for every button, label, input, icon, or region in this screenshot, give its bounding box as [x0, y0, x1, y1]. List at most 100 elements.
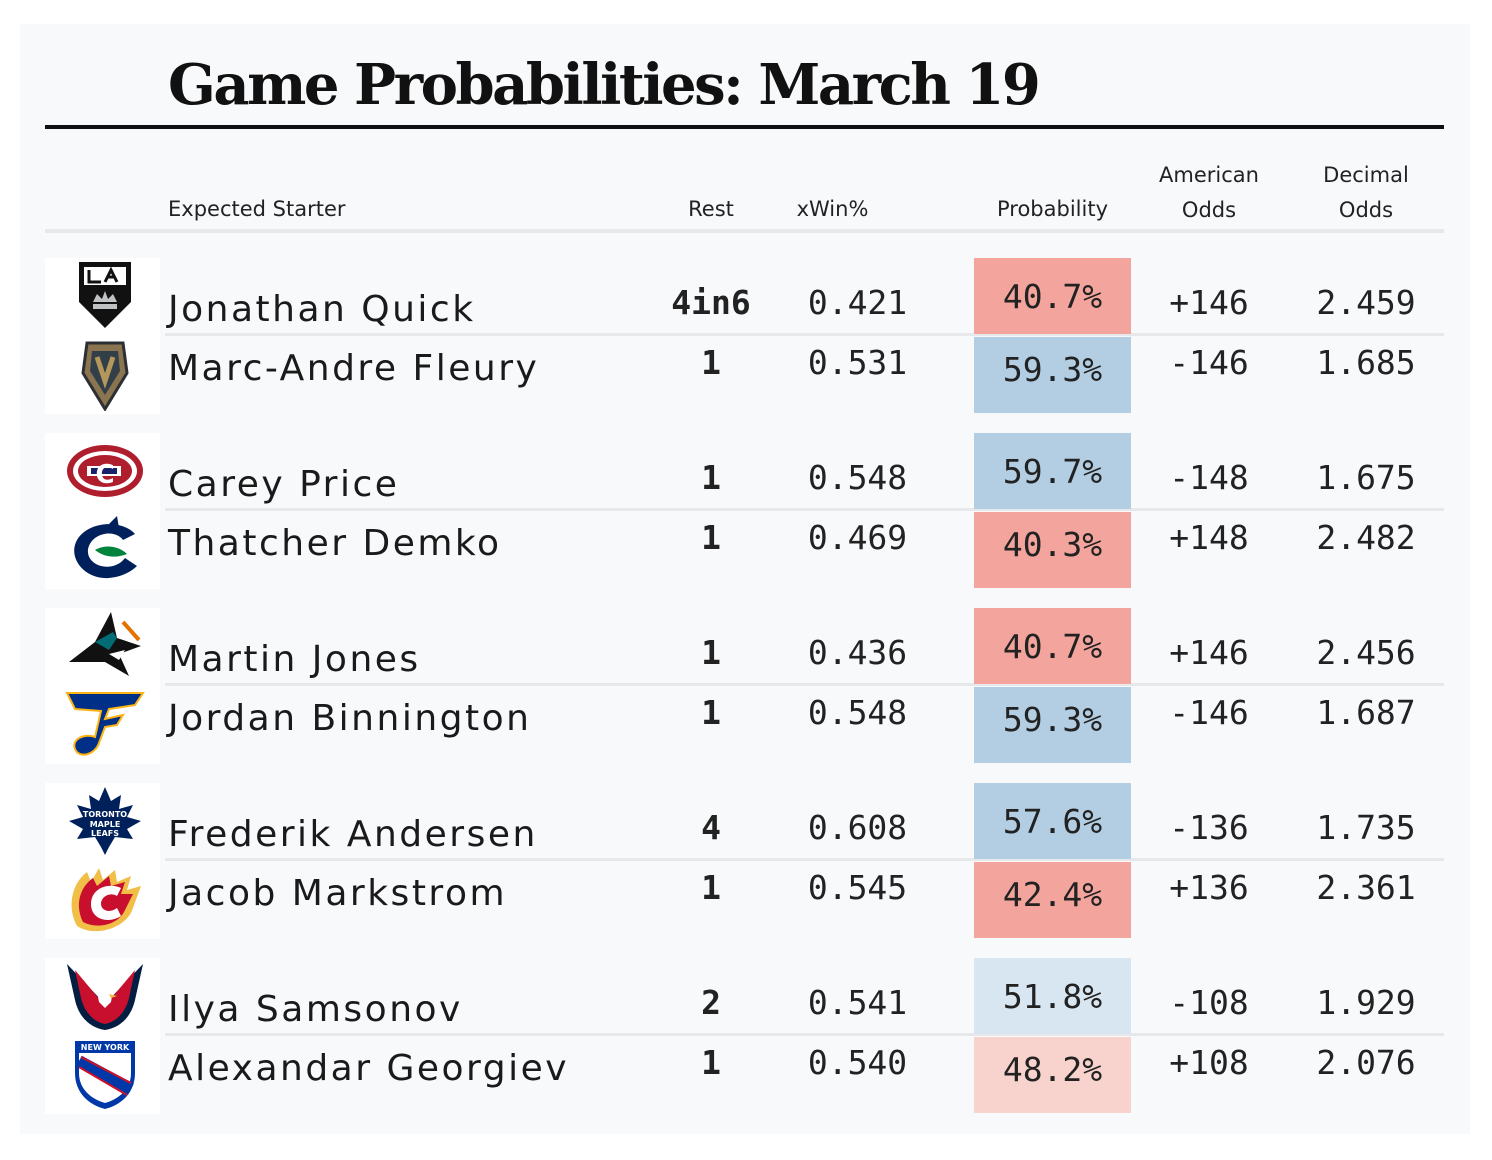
rest-value: 4in6	[671, 283, 751, 322]
rest-value: 1	[701, 518, 721, 557]
american-odds-value: -136	[1169, 808, 1249, 847]
row-divider	[165, 333, 1444, 336]
probability-label: 42.4%	[1002, 875, 1103, 914]
vegas-golden-knights-logo-icon	[65, 339, 145, 411]
probability-cell	[974, 337, 1131, 413]
la-kings-logo-icon	[65, 260, 145, 332]
new-york-rangers-logo-icon: NEW YORK	[65, 1039, 145, 1111]
starter-name: Martin Jones	[168, 639, 421, 680]
starter-name: Ilya Samsonov	[168, 989, 463, 1030]
svg-text:NEW YORK: NEW YORK	[81, 1043, 130, 1052]
xwin-value: 0.548	[807, 693, 908, 732]
american-odds-value: +108	[1169, 1043, 1249, 1082]
xwin-value: 0.548	[807, 458, 908, 497]
header-decimal-line2: Odds	[1338, 198, 1394, 222]
rest-value: 1	[701, 1043, 721, 1082]
xwin-value: 0.436	[807, 633, 908, 672]
probability-cell	[974, 258, 1131, 334]
probability-label: 48.2%	[1002, 1050, 1103, 1089]
header-american-line1: American	[1159, 163, 1259, 187]
title-rule	[45, 125, 1444, 129]
san-jose-sharks-logo-icon	[65, 610, 145, 682]
probability-cell	[974, 512, 1131, 588]
american-odds-value: -146	[1169, 693, 1249, 732]
row-divider	[165, 683, 1444, 686]
decimal-odds-value: 2.456	[1316, 633, 1416, 672]
rest-value: 2	[701, 983, 721, 1022]
header-rest: Rest	[688, 197, 734, 221]
american-odds-value: -148	[1169, 458, 1249, 497]
american-odds-value: +136	[1169, 868, 1249, 907]
washington-capitals-logo-icon	[65, 960, 145, 1032]
header-decimal-line1: Decimal	[1323, 163, 1409, 187]
rest-value: 1	[701, 458, 721, 497]
decimal-odds-value: 2.482	[1316, 518, 1416, 557]
rest-value: 4	[701, 808, 721, 847]
header-expected-starter: Expected Starter	[168, 197, 346, 221]
probability-cell	[974, 687, 1131, 763]
row-divider	[165, 1033, 1444, 1036]
probability-cell	[974, 1037, 1131, 1113]
probability-label: 51.8%	[1002, 977, 1103, 1016]
chart-title: Game Probabilities: March 19	[168, 52, 1041, 118]
probability-label: 40.7%	[1002, 277, 1103, 316]
st-louis-blues-logo-icon	[65, 689, 145, 761]
header-american-odds: American Odds	[1145, 158, 1273, 228]
probability-label: 40.3%	[1002, 525, 1103, 564]
probability-cell	[974, 783, 1131, 859]
decimal-odds-value: 2.076	[1316, 1043, 1416, 1082]
american-odds-value: +146	[1169, 633, 1249, 672]
svg-text:MAPLE: MAPLE	[90, 820, 121, 829]
decimal-odds-value: 2.361	[1316, 868, 1416, 907]
row-divider	[165, 508, 1444, 511]
starter-name: Alexandar Georgiev	[168, 1048, 570, 1089]
toronto-maple-leafs-logo-icon: TORONTO MAPLE LEAFS	[65, 785, 145, 857]
xwin-value: 0.540	[807, 1043, 908, 1082]
probability-label: 59.3%	[1002, 350, 1103, 389]
probability-cell	[974, 608, 1131, 684]
probability-cell	[974, 433, 1131, 509]
starter-name: Jordan Binnington	[168, 698, 532, 739]
decimal-odds-value: 1.929	[1316, 983, 1416, 1022]
rest-value: 1	[701, 633, 721, 672]
starter-name: Carey Price	[168, 464, 400, 505]
american-odds-value: -146	[1169, 343, 1249, 382]
vancouver-canucks-logo-icon	[65, 514, 145, 586]
xwin-value: 0.531	[807, 343, 908, 382]
probability-cell	[974, 862, 1131, 938]
header-probability: Probability	[996, 197, 1108, 221]
probability-label: 59.7%	[1002, 452, 1103, 491]
starter-name: Frederik Andersen	[168, 814, 538, 855]
starter-name: Jonathan Quick	[168, 289, 476, 330]
header-decimal-odds: Decimal Odds	[1305, 158, 1427, 228]
montreal-canadiens-logo-icon: C	[65, 435, 145, 507]
starter-name: Thatcher Demko	[168, 523, 502, 564]
svg-text:C: C	[95, 460, 114, 490]
rest-value: 1	[701, 693, 721, 732]
american-odds-value: +148	[1169, 518, 1249, 557]
probability-label: 57.6%	[1002, 802, 1103, 841]
probability-cell	[974, 958, 1131, 1034]
decimal-odds-value: 1.687	[1316, 693, 1416, 732]
probability-label: 59.3%	[1002, 700, 1103, 739]
header-rule	[45, 229, 1444, 233]
header-xwin: xWin%	[796, 197, 869, 221]
xwin-value: 0.545	[807, 868, 908, 907]
row-divider	[165, 858, 1444, 861]
decimal-odds-value: 2.459	[1316, 283, 1416, 322]
starter-name: Marc-Andre Fleury	[168, 348, 540, 389]
decimal-odds-value: 1.675	[1316, 458, 1416, 497]
chart-panel	[20, 24, 1470, 1134]
xwin-value: 0.469	[807, 518, 908, 557]
probability-label: 40.7%	[1002, 627, 1103, 666]
decimal-odds-value: 1.685	[1316, 343, 1416, 382]
rest-value: 1	[701, 868, 721, 907]
svg-text:TORONTO: TORONTO	[83, 810, 127, 819]
american-odds-value: -108	[1169, 983, 1249, 1022]
xwin-value: 0.421	[807, 283, 908, 322]
american-odds-value: +146	[1169, 283, 1249, 322]
svg-text:LEAFS: LEAFS	[91, 829, 119, 838]
xwin-value: 0.608	[807, 808, 908, 847]
xwin-value: 0.541	[807, 983, 908, 1022]
calgary-flames-logo-icon	[65, 864, 145, 936]
